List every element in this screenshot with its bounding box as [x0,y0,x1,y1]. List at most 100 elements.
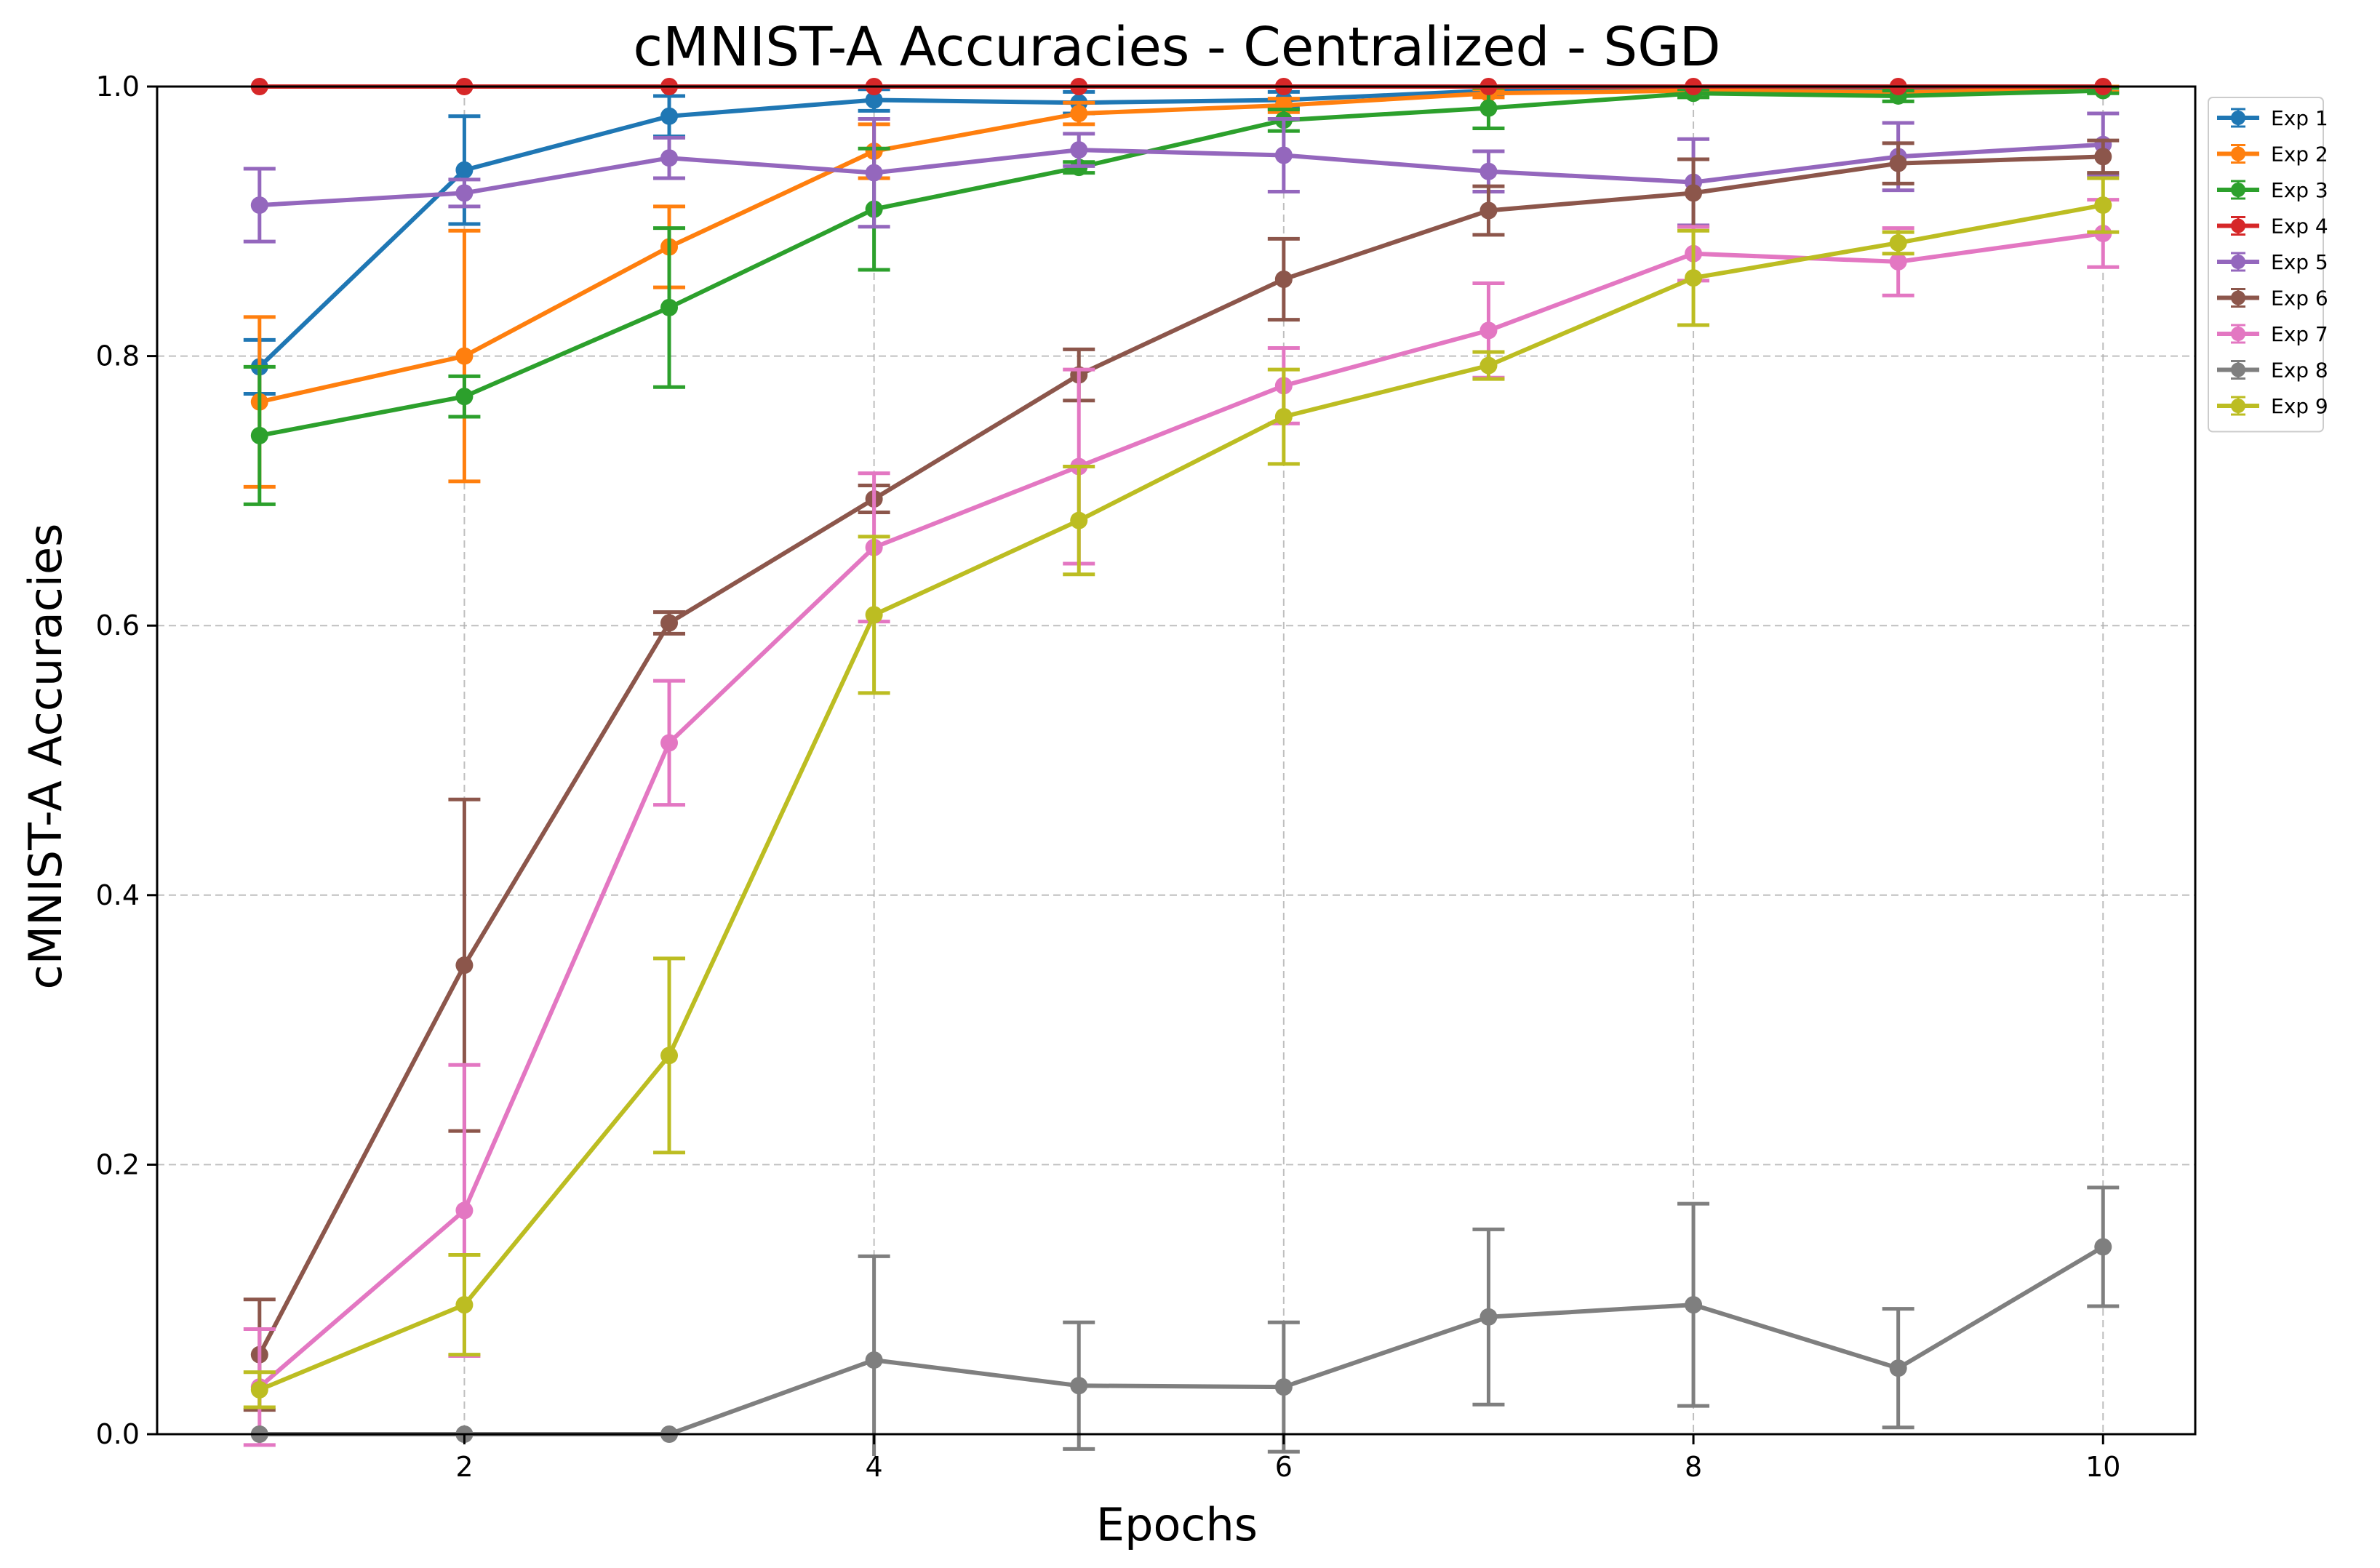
series-line-2 [257,87,2106,404]
legend-label-7: Exp 7 [2271,322,2328,346]
data-point-7-7 [1479,321,1498,340]
data-point-5-2 [455,184,474,202]
x-tick-label-1: 2 [455,1451,473,1483]
data-point-3-2 [455,388,474,406]
x-tick-label-5: 10 [2085,1451,2120,1483]
data-point-8-8 [1685,1296,1703,1314]
data-point-5-6 [1274,146,1293,164]
legend-label-4: Exp 4 [2271,215,2328,239]
y-tick-label-5: 0.8 [96,340,140,372]
legend-label-9: Exp 9 [2271,394,2328,418]
series-line-5 [257,142,2106,208]
legend-label-3: Exp 3 [2271,178,2328,202]
data-point-6-8 [1685,184,1703,202]
legend-item-2: Exp 2 [2217,143,2328,167]
series-9 [243,176,2120,1409]
legend-item-8: Exp 8 [2217,359,2328,383]
data-point-3-1 [250,426,268,444]
x-tick-label-3: 6 [1275,1451,1293,1483]
data-point-6-6 [1274,270,1293,288]
data-point-7-2 [455,1201,474,1220]
data-point-5-4 [865,164,883,182]
x-tick-label-2: 4 [866,1451,883,1483]
legend: Exp 1 Exp 2 Exp 3 Exp 4 Exp 5 Exp 6 Exp 7 Exp 8… [2208,97,2328,433]
data-point-1-4 [865,91,883,109]
legend-label-1: Exp 1 [2271,106,2328,130]
legend-item-6: Exp 6 [2217,287,2328,311]
data-point-8-7 [1479,1308,1498,1326]
legend-swatch-marker-7 [2231,327,2245,341]
legend-swatch-marker-2 [2231,146,2245,161]
series-layer [243,78,2120,1456]
data-point-6-3 [660,614,679,632]
axis-ticks: 2 4 6 8 10 0.0 0.2 0.4 0.6 0.8 1.0 [96,71,2121,1483]
legend-label-8: Exp 8 [2271,359,2328,383]
data-point-9-6 [1274,407,1293,425]
data-point-9-5 [1070,511,1088,529]
legend-item-4: Exp 4 [2217,215,2328,239]
x-tick-label-4: 8 [1685,1451,1702,1483]
series-7 [243,198,2120,1447]
legend-label-2: Exp 2 [2271,143,2328,167]
y-axis-title: cMNIST-A Accuracies [19,524,72,990]
y-tick-label-1: 0.0 [96,1418,140,1450]
data-point-8-5 [1070,1377,1088,1395]
data-point-2-5 [1070,105,1088,123]
legend-label-6: Exp 6 [2271,287,2328,311]
data-point-7-3 [660,734,679,752]
data-point-8-9 [1889,1359,1907,1377]
series-5 [243,111,2120,244]
data-point-7-9 [1889,252,1907,271]
y-tick-label-3: 0.4 [96,879,140,911]
series-1 [243,80,2120,396]
legend-item-5: Exp 5 [2217,250,2328,274]
data-point-6-2 [455,956,474,975]
legend-label-5: Exp 5 [2271,250,2328,274]
data-point-9-4 [865,606,883,624]
x-axis-title: Epochs [1096,1498,1258,1551]
legend-item-7: Exp 7 [2217,322,2328,346]
data-point-3-3 [660,298,679,316]
data-point-9-8 [1685,269,1703,287]
legend-item-1: Exp 1 [2217,106,2328,130]
data-point-9-1 [250,1380,268,1399]
legend-item-3: Exp 3 [2217,178,2328,202]
data-point-1-2 [455,161,474,179]
data-point-8-4 [865,1351,883,1369]
series-line-9 [257,203,2106,1392]
series-line-3 [257,88,2106,438]
series-line-8 [257,1244,2106,1436]
data-point-5-5 [1070,141,1088,159]
y-tick-label-4: 0.6 [96,609,140,641]
data-point-9-10 [2094,196,2112,215]
data-point-8-6 [1274,1378,1293,1396]
data-point-9-9 [1889,233,1907,252]
data-point-2-2 [455,347,474,365]
legend-swatch-marker-4 [2231,218,2245,233]
legend-swatch-marker-8 [2231,362,2245,377]
legend-item-9: Exp 9 [2217,394,2328,418]
legend-swatch-marker-3 [2231,183,2245,197]
y-tick-label-6: 1.0 [96,71,140,103]
legend-swatch-marker-9 [2231,399,2245,413]
series-8 [250,1185,2120,1456]
legend-swatch-marker-1 [2231,111,2245,125]
series-3 [243,81,2120,506]
data-point-5-1 [250,196,268,215]
legend-swatch-marker-6 [2231,290,2245,305]
data-point-6-10 [2094,148,2112,166]
data-point-1-3 [660,107,679,125]
series-line-6 [257,154,2106,1357]
data-point-6-7 [1479,201,1498,220]
data-point-9-3 [660,1047,679,1065]
plot-frame [156,85,2197,1436]
data-point-9-2 [455,1296,474,1314]
data-point-6-9 [1889,154,1907,172]
series-line-7 [257,231,2106,1390]
y-tick-label-2: 0.2 [96,1148,140,1180]
data-point-5-3 [660,149,679,167]
data-point-5-7 [1479,162,1498,180]
chart-title: cMNIST-A Accuracies - Centralized - SGD [633,16,1720,79]
